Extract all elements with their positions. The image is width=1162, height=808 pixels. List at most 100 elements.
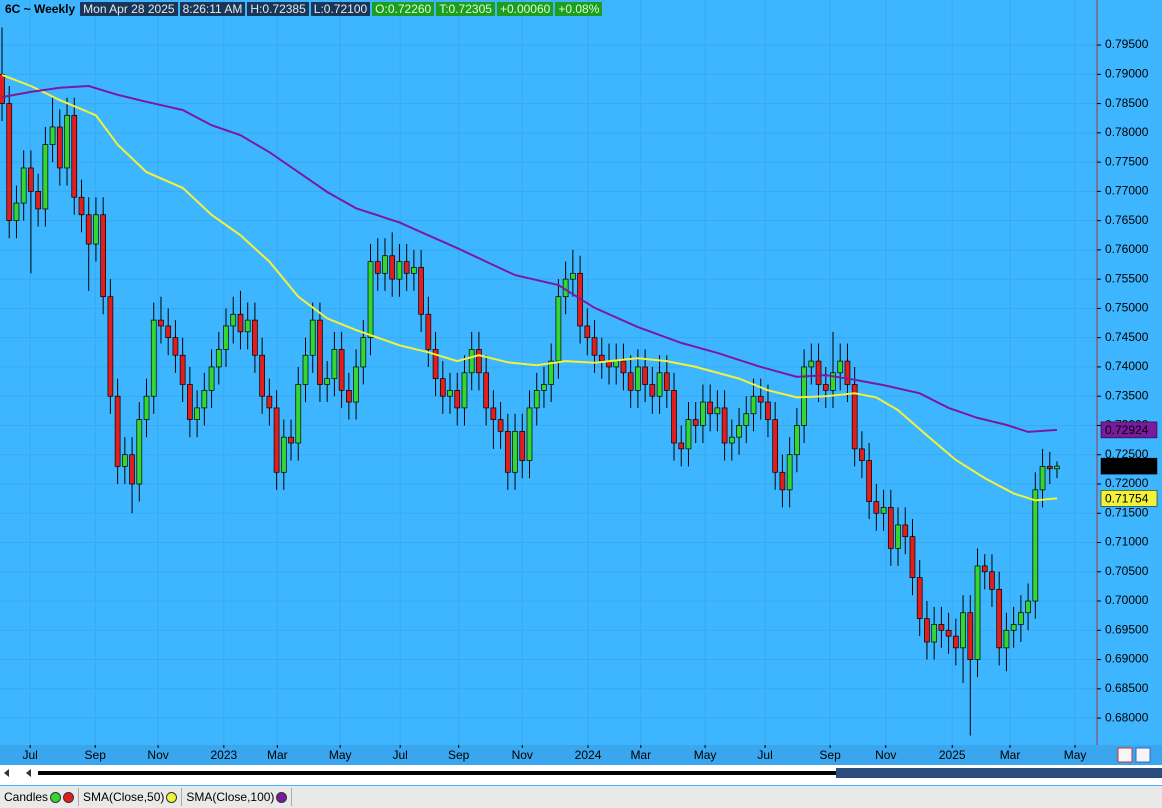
y-tick-label: 0.74000 — [1105, 359, 1149, 373]
candle-body — [721, 407, 728, 444]
candle-body — [468, 349, 475, 374]
candle-body — [497, 419, 504, 432]
candle-body — [244, 319, 251, 333]
candle-body — [6, 103, 13, 221]
candle-body — [0, 73, 5, 104]
legend-item[interactable]: Candles — [0, 788, 80, 806]
candle-body — [490, 407, 497, 420]
candle-body — [815, 360, 822, 385]
axis-button[interactable] — [1117, 747, 1133, 763]
candle-body — [844, 360, 851, 385]
candle-body — [960, 612, 966, 649]
candle-body — [880, 507, 887, 514]
candle-body — [143, 395, 150, 420]
change-pct: +0.08% — [555, 2, 603, 16]
x-tick-label: Mar — [267, 748, 288, 762]
candle-body — [945, 629, 952, 637]
candle-body — [700, 401, 706, 426]
candle-body — [1046, 466, 1053, 470]
candle-body — [93, 214, 99, 245]
x-tick-label: May — [1064, 748, 1087, 762]
candle-body — [584, 325, 591, 339]
candle-body — [728, 436, 735, 444]
candle-body — [989, 571, 995, 590]
x-tick-label: May — [329, 748, 352, 762]
candle-body — [931, 624, 938, 643]
y-tick-label: 0.75500 — [1105, 271, 1149, 285]
legend-item[interactable]: SMA(Close,100) — [182, 788, 293, 806]
legend: Candles SMA(Close,50) SMA(Close,100) — [0, 786, 1162, 808]
scroll-thumb[interactable] — [836, 768, 1162, 778]
candle-body — [403, 261, 410, 274]
candle-body — [324, 378, 331, 385]
legend-label: Candles — [4, 790, 49, 804]
candle-body — [591, 337, 598, 356]
plot-background — [0, 0, 1162, 745]
header: 6C ~ Weekly Mon Apr 28 2025 8:26:11 AM H… — [0, 2, 603, 16]
candle-body — [201, 389, 208, 409]
candle-body — [765, 401, 771, 420]
x-tick-label: Nov — [875, 748, 896, 762]
x-tick-label: Mar — [1000, 748, 1021, 762]
candle-body — [909, 536, 916, 578]
x-tick-label: 2023 — [210, 748, 237, 762]
legend-item[interactable]: SMA(Close,50) — [79, 788, 183, 806]
candle-body — [439, 378, 446, 397]
candle-body — [107, 296, 114, 397]
y-tick-label: 0.68500 — [1105, 681, 1149, 695]
symbol: 6C ~ Weekly — [5, 2, 76, 16]
candle-body — [35, 191, 41, 210]
time: 8:26:11 AM — [179, 2, 246, 16]
x-tick-label: Mar — [630, 748, 651, 762]
y-tick-label: 0.78000 — [1105, 125, 1149, 139]
candle-body — [707, 401, 714, 415]
candle-body — [772, 419, 779, 473]
candle-body — [656, 372, 663, 397]
candle-body — [974, 565, 981, 660]
candle-body — [808, 360, 815, 368]
candle-body — [866, 460, 872, 502]
scroll-first[interactable] — [4, 769, 9, 777]
y-tick-label: 0.69500 — [1105, 622, 1149, 636]
last-sma-label: 0.72924 — [1105, 423, 1149, 437]
candle-body — [42, 144, 49, 210]
candle-body — [252, 319, 258, 356]
candle-body — [71, 114, 78, 198]
candle-body — [237, 313, 244, 333]
candle-body — [331, 349, 338, 379]
y-tick-label: 0.72500 — [1105, 447, 1149, 461]
candle-body — [432, 349, 439, 379]
candle-body — [78, 196, 85, 216]
axis-button[interactable] — [1135, 747, 1151, 763]
candle-body — [317, 319, 323, 385]
candle-body — [1039, 466, 1046, 491]
scroll-left[interactable] — [26, 769, 31, 777]
candle-body — [1010, 624, 1017, 631]
candle-body — [13, 202, 20, 221]
change: +0.00060 — [496, 2, 554, 16]
candle-body — [85, 214, 92, 245]
candle-body — [757, 395, 764, 403]
candle-body — [389, 255, 396, 280]
candle-body — [208, 366, 215, 391]
candle-body — [100, 214, 107, 298]
candle-body — [830, 372, 836, 391]
y-tick-label: 0.77500 — [1105, 154, 1149, 168]
y-tick-label: 0.71000 — [1105, 535, 1149, 549]
candle-body — [555, 296, 562, 362]
candle-body — [570, 272, 576, 280]
candle-body — [642, 366, 648, 385]
candle-body — [302, 354, 309, 385]
chart: 0.68000 0.68500 0.69000 0.69500 0.70000 0.705… — [0, 0, 1162, 785]
candle-body — [714, 407, 721, 415]
high: H:0.72385 — [247, 2, 309, 16]
y-tick-label: 0.71500 — [1105, 505, 1149, 519]
x-tick-label: Jul — [757, 748, 772, 762]
legend-label: SMA(Close,100) — [186, 790, 275, 804]
candle-body — [367, 261, 374, 339]
candle-body — [114, 395, 121, 467]
candle-body — [996, 588, 1003, 649]
candle-body — [1032, 489, 1039, 602]
candle-body — [461, 372, 468, 409]
